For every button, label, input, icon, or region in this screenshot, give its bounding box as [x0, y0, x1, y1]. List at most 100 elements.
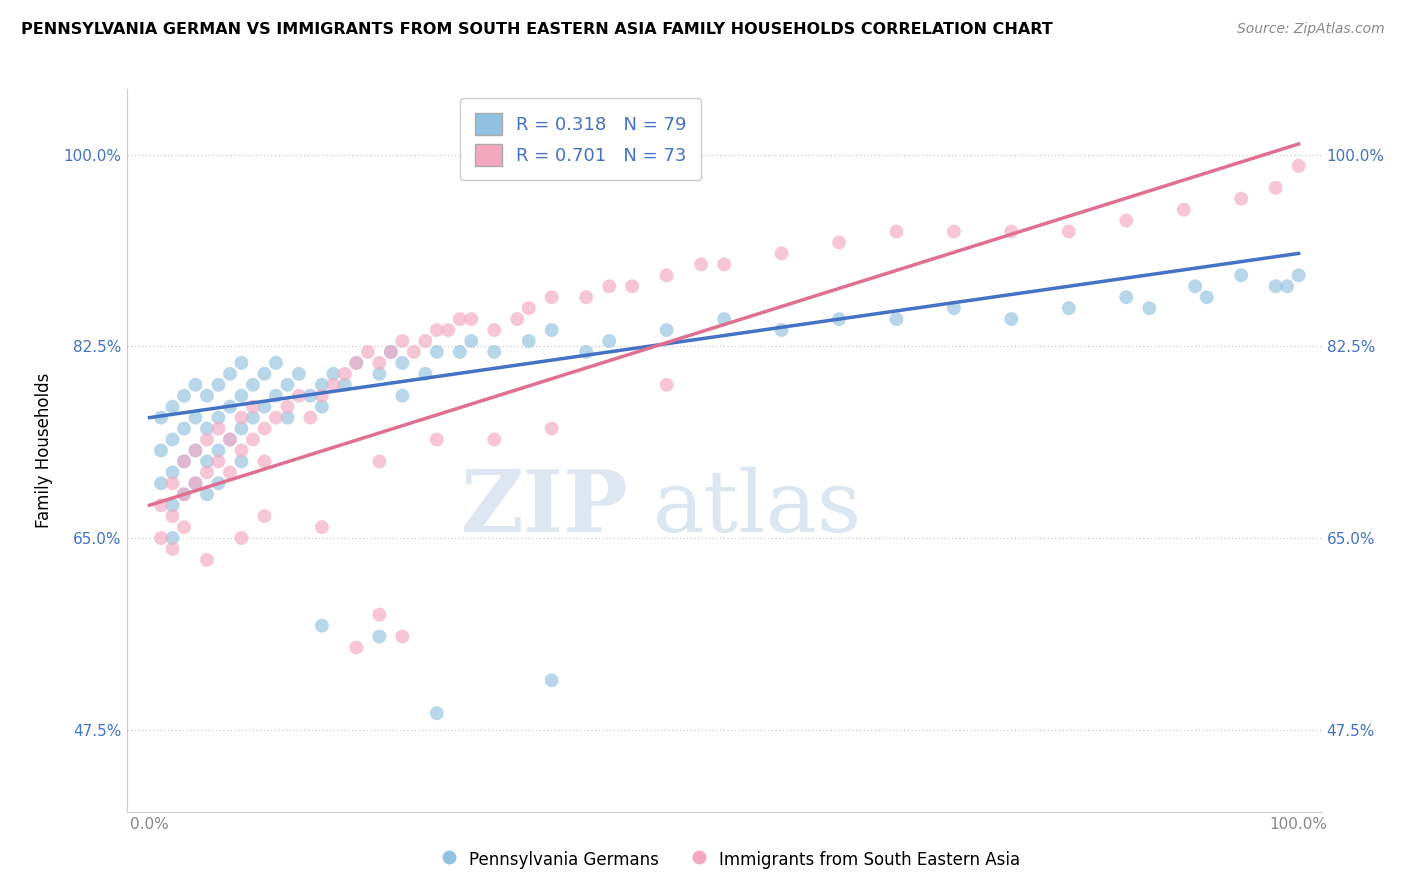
Immigrants from South Eastern Asia — [253, 509, 276, 524]
Pennsylvania Germans — [207, 476, 229, 491]
Pennsylvania Germans — [311, 377, 333, 392]
Pennsylvania Germans — [299, 389, 322, 403]
Immigrants from South Eastern Asia — [162, 541, 184, 556]
Immigrants from South Eastern Asia — [886, 225, 908, 239]
Pennsylvania Germans — [1057, 301, 1080, 315]
Pennsylvania Germans — [195, 487, 218, 501]
Immigrants from South Eastern Asia — [402, 345, 425, 359]
Immigrants from South Eastern Asia — [540, 421, 562, 435]
Pennsylvania Germans — [368, 367, 391, 381]
Pennsylvania Germans — [264, 389, 287, 403]
Immigrants from South Eastern Asia — [380, 345, 402, 359]
Pennsylvania Germans — [207, 377, 229, 392]
Pennsylvania Germans — [770, 323, 793, 337]
Pennsylvania Germans — [162, 531, 184, 545]
Immigrants from South Eastern Asia — [655, 377, 678, 392]
Immigrants from South Eastern Asia — [828, 235, 851, 250]
Pennsylvania Germans — [540, 323, 562, 337]
Immigrants from South Eastern Asia — [540, 290, 562, 304]
Immigrants from South Eastern Asia — [1057, 225, 1080, 239]
Pennsylvania Germans — [173, 389, 195, 403]
Immigrants from South Eastern Asia — [253, 454, 276, 468]
Immigrants from South Eastern Asia — [690, 257, 713, 271]
Immigrants from South Eastern Asia — [231, 531, 253, 545]
Pennsylvania Germans — [150, 410, 173, 425]
Immigrants from South Eastern Asia — [207, 454, 229, 468]
Pennsylvania Germans — [311, 618, 333, 632]
Immigrants from South Eastern Asia — [1173, 202, 1195, 217]
Pennsylvania Germans — [460, 334, 482, 348]
Pennsylvania Germans — [219, 433, 242, 447]
Pennsylvania Germans — [288, 367, 311, 381]
Pennsylvania Germans — [391, 389, 413, 403]
Pennsylvania Germans — [1115, 290, 1137, 304]
Immigrants from South Eastern Asia — [770, 246, 793, 260]
Pennsylvania Germans — [184, 476, 207, 491]
Immigrants from South Eastern Asia — [219, 466, 242, 480]
Pennsylvania Germans — [426, 345, 449, 359]
Pennsylvania Germans — [231, 389, 253, 403]
Pennsylvania Germans — [333, 377, 356, 392]
Immigrants from South Eastern Asia — [460, 312, 482, 326]
Immigrants from South Eastern Asia — [575, 290, 598, 304]
Pennsylvania Germans — [449, 345, 471, 359]
Pennsylvania Germans — [1195, 290, 1218, 304]
Pennsylvania Germans — [184, 377, 207, 392]
Immigrants from South Eastern Asia — [368, 607, 391, 622]
Immigrants from South Eastern Asia — [322, 377, 344, 392]
Pennsylvania Germans — [264, 356, 287, 370]
Legend: R = 0.318   N = 79, R = 0.701   N = 73: R = 0.318 N = 79, R = 0.701 N = 73 — [460, 98, 702, 180]
Text: atlas: atlas — [652, 467, 862, 549]
Pennsylvania Germans — [162, 466, 184, 480]
Immigrants from South Eastern Asia — [449, 312, 471, 326]
Pennsylvania Germans — [540, 673, 562, 688]
Pennsylvania Germans — [195, 454, 218, 468]
Immigrants from South Eastern Asia — [242, 433, 264, 447]
Immigrants from South Eastern Asia — [195, 466, 218, 480]
Pennsylvania Germans — [380, 345, 402, 359]
Pennsylvania Germans — [575, 345, 598, 359]
Immigrants from South Eastern Asia — [207, 421, 229, 435]
Pennsylvania Germans — [231, 421, 253, 435]
Immigrants from South Eastern Asia — [598, 279, 620, 293]
Immigrants from South Eastern Asia — [713, 257, 735, 271]
Immigrants from South Eastern Asia — [517, 301, 540, 315]
Immigrants from South Eastern Asia — [219, 433, 242, 447]
Immigrants from South Eastern Asia — [655, 268, 678, 283]
Pennsylvania Germans — [1184, 279, 1206, 293]
Immigrants from South Eastern Asia — [264, 410, 287, 425]
Pennsylvania Germans — [162, 498, 184, 512]
Legend: Pennsylvania Germans, Immigrants from South Eastern Asia: Pennsylvania Germans, Immigrants from So… — [436, 843, 1026, 877]
Pennsylvania Germans — [207, 443, 229, 458]
Immigrants from South Eastern Asia — [368, 454, 391, 468]
Pennsylvania Germans — [219, 367, 242, 381]
Immigrants from South Eastern Asia — [413, 334, 436, 348]
Pennsylvania Germans — [1264, 279, 1286, 293]
Pennsylvania Germans — [231, 356, 253, 370]
Immigrants from South Eastern Asia — [162, 509, 184, 524]
Pennsylvania Germans — [184, 410, 207, 425]
Pennsylvania Germans — [942, 301, 965, 315]
Pennsylvania Germans — [484, 345, 506, 359]
Pennsylvania Germans — [173, 421, 195, 435]
Pennsylvania Germans — [517, 334, 540, 348]
Pennsylvania Germans — [253, 367, 276, 381]
Pennsylvania Germans — [391, 356, 413, 370]
Immigrants from South Eastern Asia — [184, 476, 207, 491]
Immigrants from South Eastern Asia — [150, 531, 173, 545]
Pennsylvania Germans — [195, 421, 218, 435]
Pennsylvania Germans — [426, 706, 449, 721]
Immigrants from South Eastern Asia — [231, 410, 253, 425]
Immigrants from South Eastern Asia — [173, 520, 195, 534]
Immigrants from South Eastern Asia — [506, 312, 529, 326]
Immigrants from South Eastern Asia — [391, 334, 413, 348]
Pennsylvania Germans — [413, 367, 436, 381]
Immigrants from South Eastern Asia — [1000, 225, 1022, 239]
Pennsylvania Germans — [150, 443, 173, 458]
Immigrants from South Eastern Asia — [1288, 159, 1310, 173]
Pennsylvania Germans — [1137, 301, 1160, 315]
Pennsylvania Germans — [276, 410, 298, 425]
Pennsylvania Germans — [311, 400, 333, 414]
Immigrants from South Eastern Asia — [344, 356, 367, 370]
Pennsylvania Germans — [231, 454, 253, 468]
